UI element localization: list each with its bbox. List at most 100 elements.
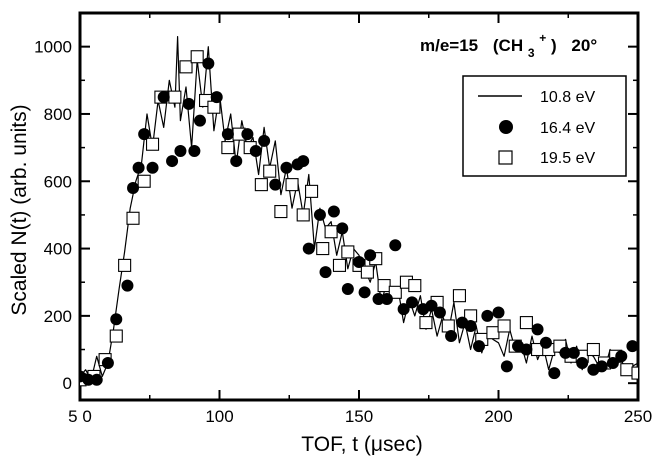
data-point-16-4-ev — [548, 367, 561, 380]
data-point-16-4-ev — [389, 239, 402, 252]
legend-label-series-3: 19.5 eV — [540, 150, 595, 167]
data-point-16-4-ev — [336, 222, 349, 235]
chart-annotation: m/e=15 (CH 3 + ) 20° — [420, 27, 597, 61]
data-point-19-5-ev — [452, 289, 466, 303]
data-point-19-5-ev — [620, 363, 634, 377]
data-point-19-5-ev — [305, 184, 319, 198]
y-tick-label: 200 — [44, 307, 72, 326]
data-point-16-4-ev — [341, 282, 354, 295]
data-point-16-4-ev — [90, 373, 103, 386]
data-point-16-4-ev — [313, 208, 326, 221]
data-point-16-4-ev — [82, 373, 95, 386]
data-point-16-4-ev — [241, 128, 254, 141]
data-point-16-4-ev — [606, 356, 619, 369]
data-point-16-4-ev — [157, 91, 170, 104]
data-point-16-4-ev — [531, 323, 544, 336]
x-axis-title: TOF, t (μsec) — [301, 433, 422, 456]
x-tick-label: 250 — [624, 407, 652, 426]
legend-circle-symbol — [499, 120, 513, 134]
data-point-19-5-ev — [263, 164, 277, 178]
axis-ticks — [79, 13, 639, 400]
data-point-16-4-ev — [146, 161, 159, 174]
data-point-16-4-ev — [380, 293, 393, 306]
data-point-19-5-ev — [254, 178, 268, 192]
data-point-16-4-ev — [626, 340, 638, 353]
y-tick-label: 800 — [44, 105, 72, 124]
data-point-16-4-ev — [302, 242, 315, 255]
data-point-19-5-ev — [388, 285, 402, 299]
data-point-16-4-ev — [567, 346, 580, 359]
data-point-16-4-ev — [221, 128, 234, 141]
annotation-superscript: + — [539, 31, 546, 45]
legend-box — [462, 75, 627, 177]
data-point-16-4-ev — [576, 356, 589, 369]
x-tick-label: 150 — [345, 407, 373, 426]
data-point-16-4-ev — [319, 266, 332, 279]
data-point-16-4-ev — [615, 350, 628, 363]
data-point-19-5-ev — [168, 90, 182, 104]
data-point-19-5-ev — [207, 100, 221, 114]
data-point-19-5-ev — [296, 208, 310, 222]
data-point-16-4-ev — [258, 134, 271, 147]
data-point-16-4-ev — [472, 340, 485, 353]
data-point-19-5-ev — [324, 225, 338, 239]
data-point-19-5-ev — [316, 242, 330, 256]
data-point-19-5-ev — [586, 342, 600, 357]
data-point-16-4-ev — [372, 293, 385, 306]
data-point-16-4-ev — [188, 144, 201, 157]
data-point-19-5-ev — [109, 329, 123, 343]
data-point-16-4-ev — [280, 161, 293, 174]
annotation-angle: 20° — [571, 36, 597, 55]
data-point-16-4-ev — [559, 346, 572, 359]
data-point-16-4-ev — [182, 97, 195, 110]
data-point-19-5-ev — [341, 245, 355, 259]
y-tick-label: 1000 — [34, 38, 72, 57]
x-tick-label: 200 — [484, 407, 512, 426]
data-point-16-4-ev — [481, 309, 494, 322]
legend-label-series-2: 16.4 eV — [540, 120, 595, 137]
data-point-16-4-ev — [202, 57, 215, 70]
data-point-16-4-ev — [406, 296, 419, 309]
data-point-16-4-ev — [101, 356, 114, 369]
data-point-16-4-ev — [327, 205, 340, 218]
data-point-16-4-ev — [433, 306, 446, 319]
data-point-16-4-ev — [193, 114, 206, 127]
data-point-19-5-ev — [285, 178, 299, 192]
data-point-19-5-ev — [419, 316, 433, 330]
data-point-16-4-ev — [595, 360, 608, 373]
data-point-19-5-ev — [145, 137, 160, 151]
data-point-19-5-ev — [126, 211, 140, 225]
data-point-16-4-ev — [138, 128, 151, 141]
data-point-16-4-ev — [110, 313, 123, 326]
data-point-16-4-ev — [364, 249, 377, 262]
data-point-19-5-ev — [332, 258, 347, 272]
legend: 10.8 eV 16.4 eV 19.5 eV — [462, 75, 627, 177]
y-tick-label: 400 — [44, 240, 72, 259]
data-point-16-4-ev — [500, 360, 513, 373]
data-point-16-4-ev — [397, 303, 410, 316]
series-layer — [80, 35, 638, 387]
x-tick-label: 5 0 — [68, 407, 92, 426]
data-point-19-5-ev — [190, 50, 204, 64]
annotation-species: m/e=15 — [420, 36, 478, 55]
data-point-19-5-ev — [631, 366, 638, 380]
data-point-16-4-ev — [358, 286, 371, 299]
data-point-19-5-ev — [408, 279, 422, 293]
data-point-19-5-ev — [221, 141, 235, 155]
data-point-16-4-ev — [166, 155, 179, 168]
data-point-16-4-ev — [230, 155, 243, 168]
y-tick-label: 600 — [44, 172, 72, 191]
data-point-19-5-ev — [497, 319, 511, 333]
data-point-16-4-ev — [174, 144, 187, 157]
y-tick-label: 0 — [63, 374, 72, 393]
data-point-19-5-ev — [360, 265, 374, 279]
data-point-19-5-ev — [274, 204, 288, 219]
data-point-16-4-ev — [539, 336, 552, 349]
x-tick-label: 100 — [205, 407, 233, 426]
y-axis-title: Scaled N(t) (arb. units) — [8, 104, 31, 315]
data-point-16-4-ev — [127, 181, 140, 194]
data-point-16-4-ev — [249, 144, 262, 157]
data-point-16-4-ev — [425, 299, 438, 312]
data-point-19-5-ev — [137, 174, 151, 188]
